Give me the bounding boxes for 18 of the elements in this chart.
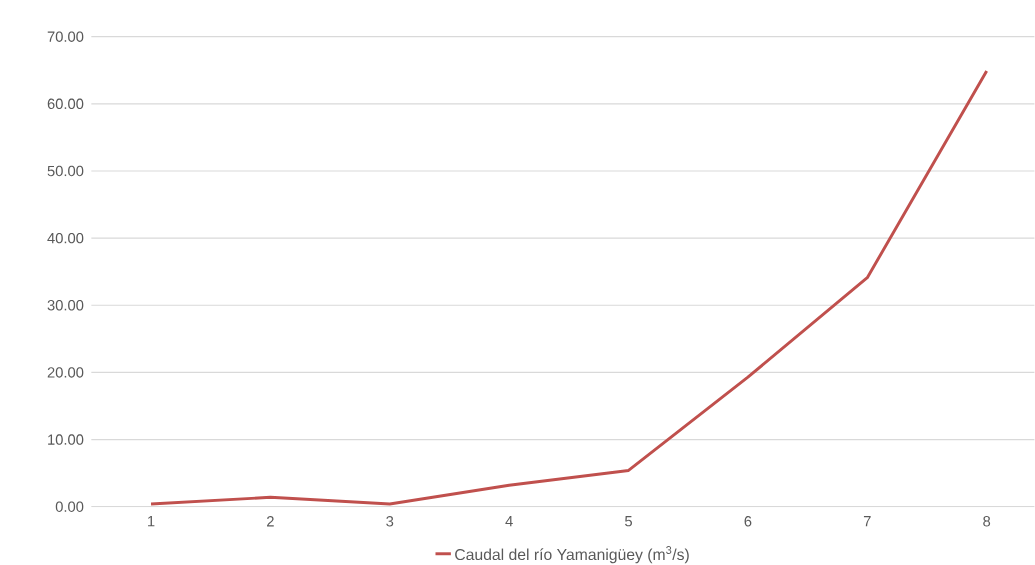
x-tick-label: 3 [386,515,394,527]
x-tick-label: 4 [505,515,513,527]
y-tick-label: 50.00 [47,165,84,177]
y-tick-label: 40.00 [47,232,84,244]
y-tick-label: 20.00 [47,367,84,378]
y-tick-label: 60.00 [47,98,84,109]
y-tick-label: 10.00 [48,434,84,445]
y-tick-label: 30.00 [47,299,84,311]
x-tick-label: 7 [863,515,871,527]
x-tick-label: 8 [983,515,991,527]
legend-label: Caudal del río Yamanigüey (m$^{3}$/s) [455,545,689,564]
line-series [149,69,989,506]
x-tick-label: 1 [148,515,155,527]
x-tick-label: 5 [625,515,633,527]
x-tick-label: 6 [744,515,752,527]
x-tick-label: 2 [267,515,274,527]
y-tick-label: 0.00 [55,501,84,512]
y-tick-label: 70.00 [47,31,84,42]
